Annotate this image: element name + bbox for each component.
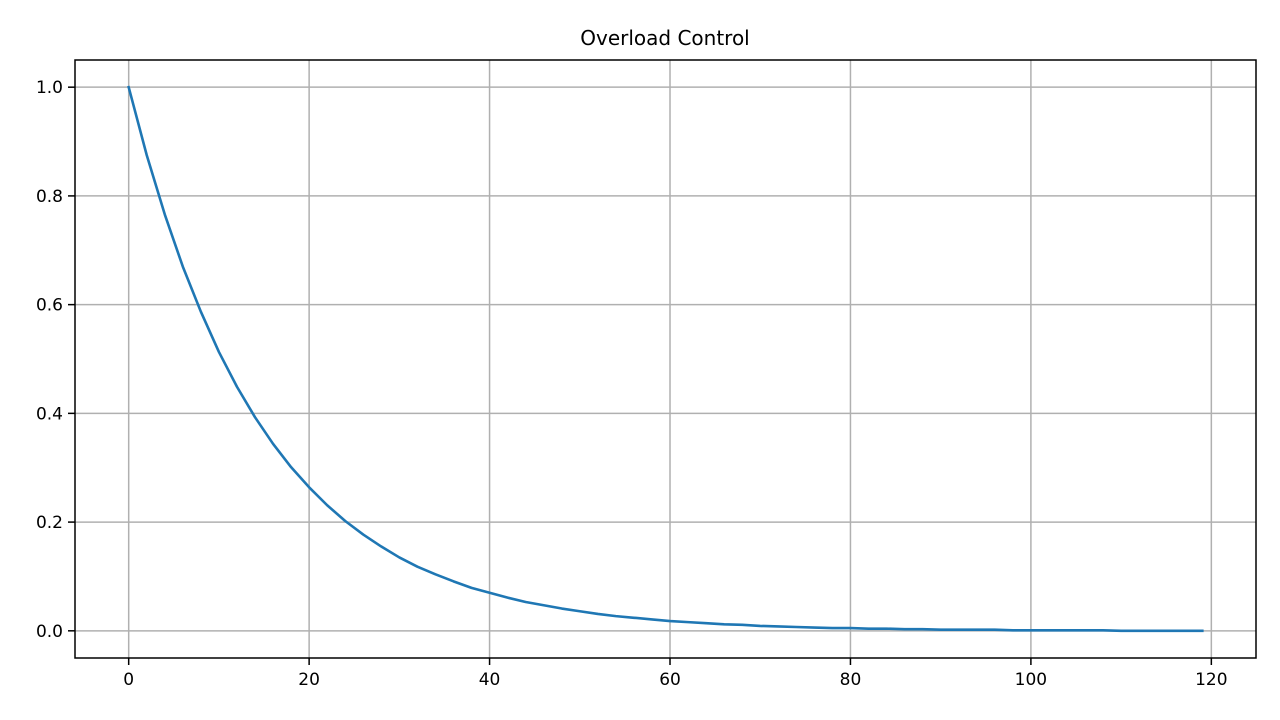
y-tick-label: 0.6 bbox=[36, 296, 63, 316]
x-tick-label: 120 bbox=[1195, 670, 1227, 690]
y-axis: 0.0 0.2 0.4 0.6 0.8 1.0 bbox=[36, 78, 75, 642]
plot-frame bbox=[74, 59, 1257, 659]
x-tick-label: 20 bbox=[298, 670, 320, 690]
x-tick-label: 60 bbox=[659, 670, 681, 690]
chart-title: Overload Control bbox=[580, 26, 750, 50]
y-tick-label: 0.4 bbox=[36, 404, 63, 424]
x-tick-label: 80 bbox=[840, 670, 862, 690]
x-tick-label: 0 bbox=[123, 670, 134, 690]
x-tick-label: 100 bbox=[1015, 670, 1047, 690]
series-line bbox=[127, 85, 1204, 633]
x-axis: 0 20 40 60 80 100 120 bbox=[123, 658, 1228, 690]
y-tick-label: 1.0 bbox=[36, 78, 63, 98]
grid bbox=[75, 60, 1256, 658]
series-layer bbox=[127, 85, 1204, 633]
y-tick-label: 0.0 bbox=[36, 622, 63, 642]
x-tick-label: 40 bbox=[479, 670, 501, 690]
y-tick-label: 0.8 bbox=[36, 187, 63, 207]
y-tick-label: 0.2 bbox=[36, 513, 63, 533]
